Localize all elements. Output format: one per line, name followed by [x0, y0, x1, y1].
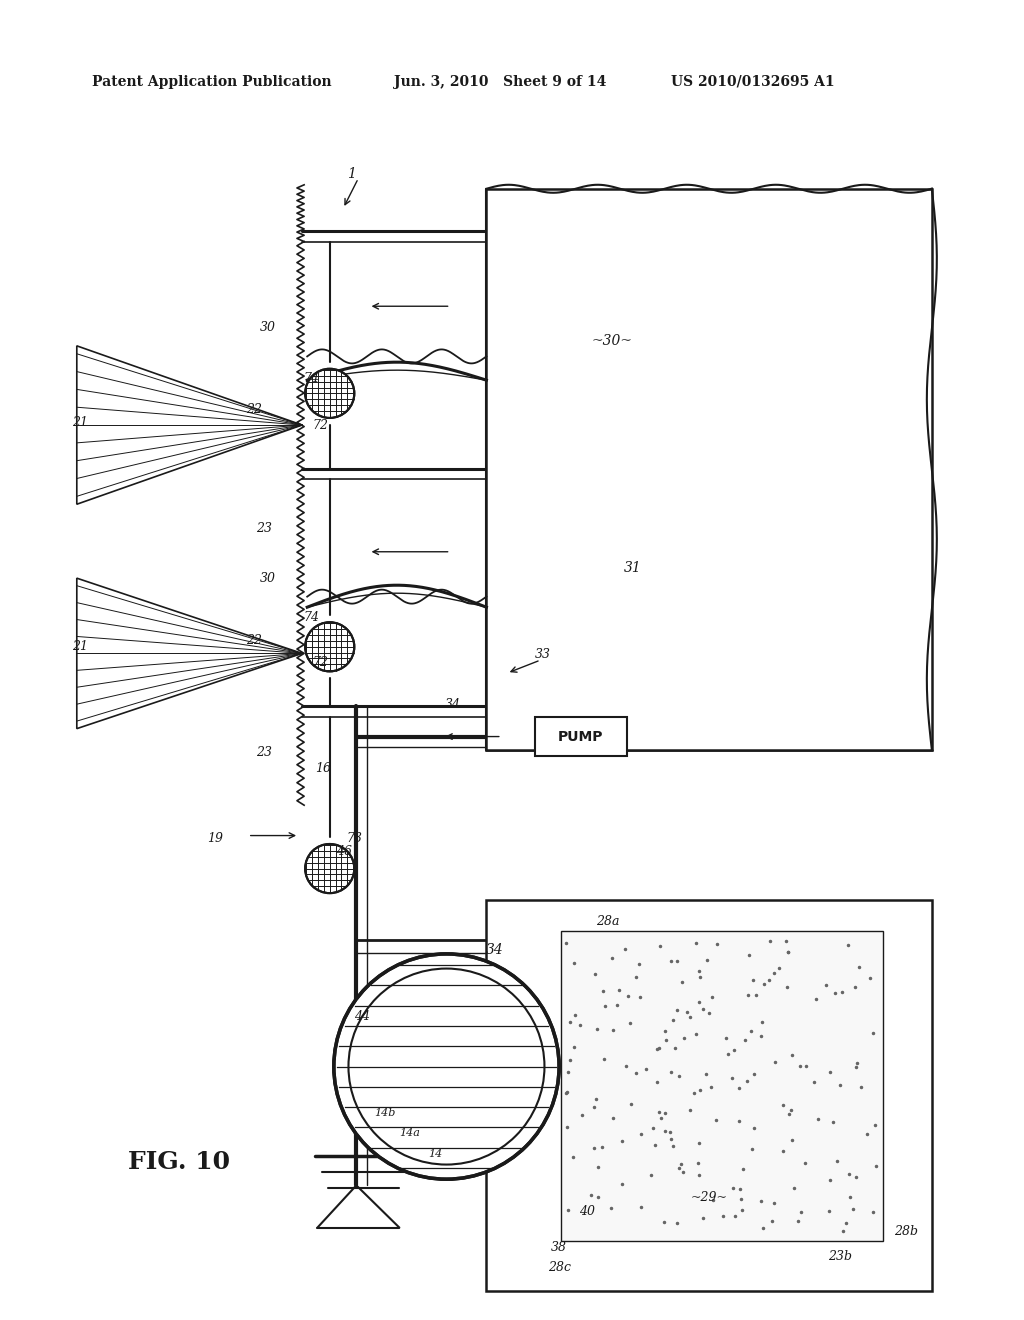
Text: PUMP: PUMP — [558, 730, 603, 743]
Text: ~30~: ~30~ — [592, 334, 633, 347]
Text: 34: 34 — [485, 944, 504, 957]
Text: 23: 23 — [256, 521, 272, 535]
Polygon shape — [561, 931, 883, 1241]
Text: 28c: 28c — [548, 1261, 570, 1274]
Text: 38: 38 — [551, 1241, 567, 1254]
Text: 14b: 14b — [375, 1107, 395, 1118]
Text: ~29~: ~29~ — [691, 1191, 728, 1204]
FancyBboxPatch shape — [535, 717, 627, 756]
Polygon shape — [486, 900, 932, 1291]
Text: 14a: 14a — [399, 1127, 420, 1138]
Text: 72: 72 — [312, 418, 329, 432]
Text: Patent Application Publication: Patent Application Publication — [92, 75, 332, 88]
Circle shape — [305, 368, 354, 418]
Circle shape — [334, 954, 559, 1179]
Text: 16: 16 — [315, 762, 332, 775]
Circle shape — [305, 843, 354, 894]
Text: 22: 22 — [246, 634, 262, 647]
Text: 19: 19 — [207, 832, 223, 845]
Text: 34: 34 — [444, 698, 461, 711]
Text: 21: 21 — [72, 640, 88, 653]
Text: 1: 1 — [347, 168, 355, 181]
Text: 23: 23 — [256, 746, 272, 759]
Text: 73: 73 — [346, 832, 362, 845]
Text: 23b: 23b — [827, 1250, 852, 1263]
Text: 30: 30 — [260, 321, 276, 334]
Polygon shape — [486, 189, 932, 750]
Text: 74: 74 — [303, 611, 319, 624]
Circle shape — [305, 622, 354, 672]
Text: 28b: 28b — [894, 1225, 919, 1238]
Text: 14: 14 — [428, 1148, 442, 1159]
Text: 31: 31 — [624, 561, 642, 574]
Text: US 2010/0132695 A1: US 2010/0132695 A1 — [671, 75, 835, 88]
Text: 33: 33 — [535, 648, 551, 661]
Text: 28a: 28a — [597, 915, 620, 928]
Text: 72: 72 — [312, 656, 329, 669]
Text: Jun. 3, 2010   Sheet 9 of 14: Jun. 3, 2010 Sheet 9 of 14 — [394, 75, 606, 88]
Text: 74: 74 — [303, 372, 319, 385]
Text: 46: 46 — [336, 845, 352, 858]
Text: 40: 40 — [579, 1205, 595, 1218]
Text: 21: 21 — [72, 416, 88, 429]
Text: 30: 30 — [260, 572, 276, 585]
Text: FIG. 10: FIG. 10 — [128, 1150, 230, 1173]
Text: 22: 22 — [246, 403, 262, 416]
Text: 44: 44 — [354, 1010, 371, 1023]
